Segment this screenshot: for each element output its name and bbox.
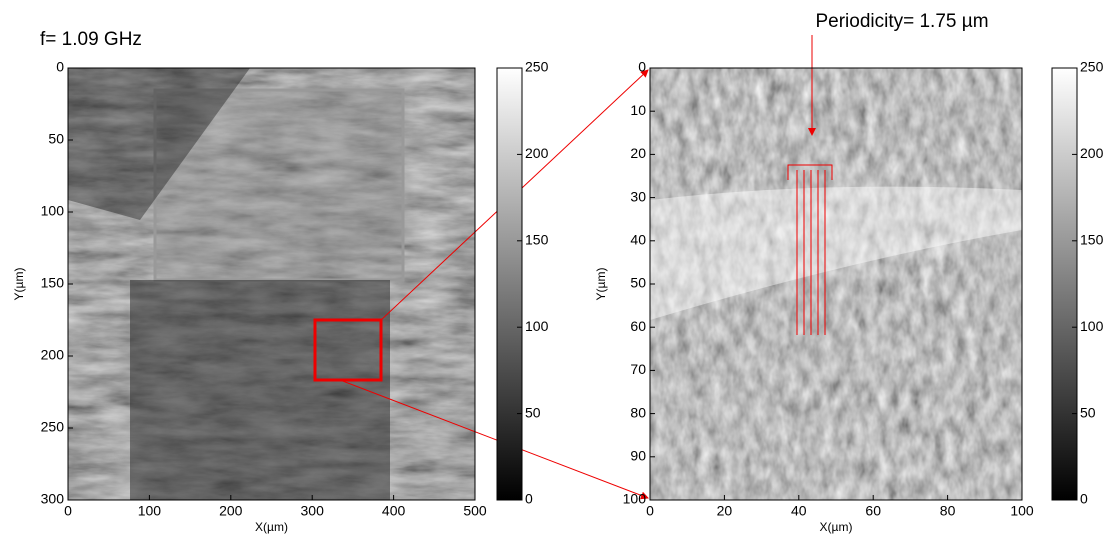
y-tick-label: 60 — [630, 318, 646, 334]
y-tick-label: 40 — [630, 232, 646, 248]
colorbar-tick-label: 150 — [1080, 232, 1104, 248]
x-tick-label: 500 — [463, 503, 487, 519]
x-tick-label: 60 — [865, 503, 881, 519]
y-tick-label: 10 — [630, 102, 646, 118]
y-tick-label: 150 — [41, 275, 65, 291]
y-tick-label: 300 — [41, 491, 65, 507]
y-tick-label: 90 — [630, 448, 646, 464]
y-tick-label: 30 — [630, 188, 646, 204]
x-tick-label: 20 — [717, 503, 733, 519]
y-tick-label: 0 — [56, 59, 64, 75]
x-axis-label: X(µm) — [255, 520, 288, 534]
colorbar-tick-label: 50 — [1080, 404, 1096, 420]
right-image — [650, 68, 1022, 500]
y-tick-label: 200 — [41, 347, 65, 363]
left-image — [68, 68, 475, 500]
annotations — [313, 35, 833, 500]
x-tick-label: 300 — [301, 503, 325, 519]
colorbar-tick-label: 200 — [525, 145, 549, 161]
colorbar-tick-label: 100 — [1080, 318, 1104, 334]
x-tick-label: 80 — [940, 503, 956, 519]
colorbar-tick-label: 0 — [1080, 491, 1088, 507]
annotation: f= 1.09 GHz — [40, 29, 142, 50]
y-tick-label: 80 — [630, 404, 646, 420]
colorbar — [496, 67, 523, 501]
colorbar-tick-label: 100 — [525, 318, 549, 334]
y-axis-label: Y(µm) — [594, 268, 608, 301]
colorbar-tick-label: 200 — [1080, 145, 1104, 161]
x-tick-label: 100 — [138, 503, 162, 519]
x-tick-label: 0 — [646, 503, 654, 519]
x-tick-label: 100 — [1010, 503, 1034, 519]
y-tick-label: 100 — [623, 491, 647, 507]
y-tick-label: 20 — [630, 145, 646, 161]
y-tick-label: 0 — [638, 59, 646, 75]
colorbar-tick-label: 150 — [525, 232, 549, 248]
y-tick-label: 50 — [48, 131, 64, 147]
colorbar-tick-label: 250 — [525, 59, 549, 75]
colorbar-tick-label: 0 — [525, 491, 533, 507]
x-tick-label: 200 — [219, 503, 243, 519]
x-tick-label: 0 — [64, 503, 72, 519]
x-tick-label: 400 — [382, 503, 406, 519]
colorbar-tick-label: 50 — [525, 404, 541, 420]
y-tick-label: 70 — [630, 361, 646, 377]
y-tick-label: 100 — [41, 203, 65, 219]
x-axis-label: X(µm) — [820, 520, 853, 534]
x-tick-label: 40 — [791, 503, 807, 519]
colorbar — [1051, 67, 1078, 501]
annotation: Periodicity= 1.75 µm — [815, 11, 988, 32]
y-tick-label: 50 — [630, 275, 646, 291]
colorbar-tick-label: 250 — [1080, 59, 1104, 75]
y-axis-label: Y(µm) — [12, 268, 26, 301]
y-tick-label: 250 — [41, 419, 65, 435]
